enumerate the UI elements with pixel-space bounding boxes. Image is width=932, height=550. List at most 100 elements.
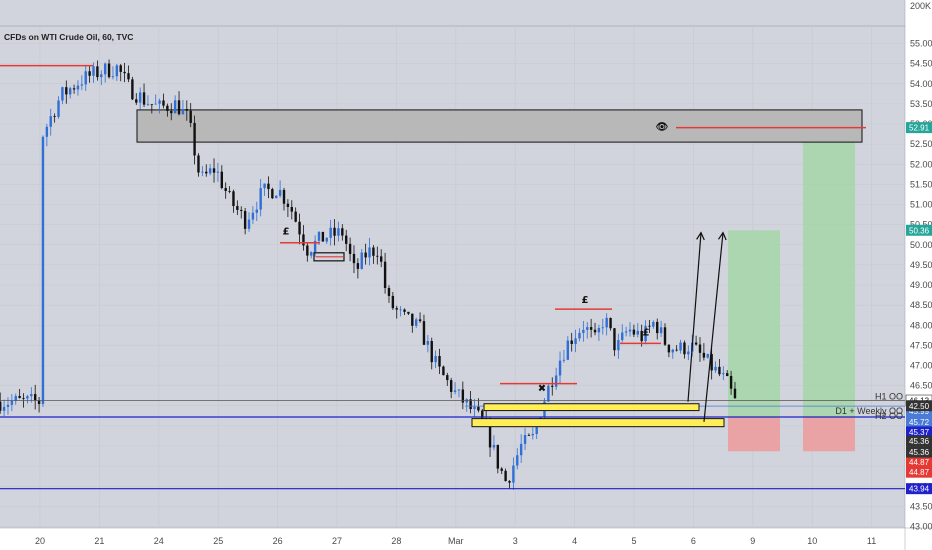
candle-body: [177, 100, 181, 115]
candle-body: [422, 321, 426, 345]
y-tick-label: 47.00: [910, 361, 932, 371]
candle-body: [251, 212, 255, 220]
candle-body: [519, 443, 523, 456]
candle-body: [173, 100, 177, 114]
candle-body: [88, 71, 91, 76]
candle-body: [240, 209, 243, 211]
candle-body: [659, 327, 663, 334]
y-tick-label: 43.00: [910, 522, 932, 532]
candle-body: [710, 354, 713, 371]
candle-body: [267, 183, 270, 190]
candle-body: [589, 327, 593, 330]
candle-body: [621, 332, 624, 341]
candle-body: [22, 397, 25, 399]
candle-body: [597, 327, 601, 333]
candle-body: [345, 235, 348, 244]
x-tick-label: 4: [572, 536, 577, 546]
candle-body: [255, 209, 258, 213]
candle-body: [714, 366, 717, 371]
candle-body: [341, 228, 344, 236]
x-tick-label: 10: [807, 536, 817, 546]
candle-body: [212, 168, 216, 173]
candle-body: [138, 92, 142, 103]
x-tick-label: 5: [631, 536, 636, 546]
candle-body: [461, 389, 465, 403]
candle-body: [197, 155, 200, 173]
candle-body: [162, 100, 165, 106]
candle-body: [547, 385, 550, 402]
pound-marker: £: [283, 227, 290, 238]
y-tick-label: 52.50: [910, 139, 932, 149]
candle-body: [348, 243, 352, 254]
candle-body: [702, 352, 706, 358]
x-tick-label: 26: [273, 536, 283, 546]
candle-body: [582, 329, 585, 333]
candle-body: [399, 309, 402, 311]
candle-body: [337, 228, 340, 236]
candle-body: [224, 187, 227, 192]
price-badge-stop-a: 44.87: [906, 456, 932, 468]
y-tick-label: 52.00: [910, 159, 932, 169]
candle-body: [53, 116, 56, 117]
x-tick-label: 25: [213, 536, 223, 546]
candle-body: [457, 389, 461, 391]
candle-body: [508, 481, 511, 483]
price-badge-dark-b: 45.36: [906, 446, 932, 458]
price-badge-bg: [906, 435, 932, 447]
candle-body: [578, 332, 581, 339]
candle-body: [18, 395, 21, 398]
candle-body: [33, 394, 37, 401]
price-badge-bg: [906, 483, 932, 495]
price-badge-bg: [906, 400, 932, 412]
candle-body: [601, 327, 604, 329]
candle-body: [298, 221, 301, 235]
candle-body: [208, 168, 212, 174]
candle-body: [96, 66, 99, 78]
candle-body: [434, 355, 437, 363]
candle-body: [383, 261, 387, 289]
candle-body: [228, 191, 231, 192]
candle-body: [663, 327, 667, 345]
candle-body: [294, 211, 297, 222]
candle-body: [523, 434, 527, 444]
candle-body: [76, 85, 80, 90]
candle-body: [453, 390, 457, 392]
candle-body: [516, 455, 519, 466]
candle-body: [278, 189, 282, 196]
eye-icon: 👁: [656, 122, 669, 133]
y-tick-label: 54.00: [910, 79, 932, 89]
candle-body: [356, 263, 360, 269]
arrow-1-head: [696, 231, 705, 241]
x-tick-label: 6: [691, 536, 696, 546]
price-badge-text: 45.99: [909, 407, 930, 416]
candle-body: [446, 375, 449, 381]
x-tick-label: 27: [332, 536, 342, 546]
x-tick-label: 3: [513, 536, 518, 546]
candle-body: [290, 206, 293, 212]
candle-body: [286, 203, 290, 207]
candle-body: [61, 87, 64, 101]
candle-body: [352, 253, 356, 264]
candle-body: [100, 74, 103, 78]
candle-body: [325, 237, 328, 242]
candle-body: [566, 340, 570, 360]
price-badge-text: 45.37: [909, 428, 930, 437]
arrow-2: [703, 232, 724, 422]
pound-marker: £: [643, 327, 650, 338]
price-badge-stop-b: 44.87: [906, 466, 932, 478]
arrow-2-head: [717, 231, 727, 241]
y-tick-label: 49.00: [910, 280, 932, 290]
candle-body: [586, 327, 589, 330]
price-badge-bg: [906, 466, 932, 478]
candle-body: [135, 99, 138, 103]
candle-body: [488, 419, 492, 448]
price-badge-d1-weekly-open: 45.72: [906, 416, 932, 428]
candle-body: [243, 210, 247, 229]
target-zone-1: [728, 230, 780, 418]
candle-body: [500, 468, 503, 471]
candle-body: [395, 308, 398, 310]
candle-body: [624, 331, 628, 333]
candle-body: [617, 340, 620, 351]
candle-body: [477, 406, 480, 411]
candle-body: [14, 395, 17, 401]
